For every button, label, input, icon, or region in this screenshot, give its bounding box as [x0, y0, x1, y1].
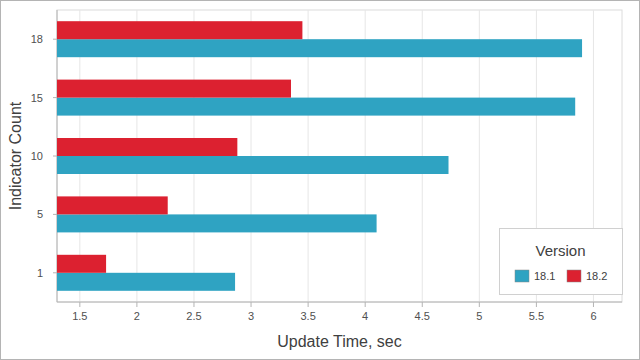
y-tick-label: 5: [37, 208, 43, 220]
border: [1, 1, 640, 360]
bar: [57, 138, 237, 156]
y-tick-label: 10: [31, 150, 43, 162]
x-tick: [79, 302, 80, 307]
legend-box: [500, 229, 623, 295]
bar: [57, 196, 168, 214]
legend-swatch: [515, 270, 529, 282]
legend-swatch: [567, 270, 581, 282]
bar: [57, 80, 291, 98]
x-tick-label: 5.5: [529, 310, 544, 322]
x-tick-label: 5: [476, 310, 482, 322]
x-tick-label: 2: [134, 310, 140, 322]
x-axis: [57, 302, 622, 303]
x-tick: [251, 302, 252, 307]
x-tick: [422, 302, 423, 307]
x-axis-title: Update Time, sec: [277, 333, 402, 350]
chart: 1.522.533.544.555.5615101518Update Time,…: [0, 0, 640, 360]
bar: [57, 39, 582, 57]
y-tick: [53, 156, 57, 157]
y-tick-label: 15: [31, 92, 43, 104]
bar: [57, 214, 377, 232]
legend-label: 18.1: [534, 270, 555, 282]
x-tick-label: 3: [248, 310, 254, 322]
bar: [57, 273, 235, 291]
x-tick-label: 2.5: [186, 310, 201, 322]
y-axis-title: Indicator Count: [7, 101, 24, 210]
x-tick-label: 3.5: [300, 310, 315, 322]
bar: [57, 21, 302, 39]
y-tick: [53, 214, 57, 215]
bar: [57, 98, 575, 116]
legend-title: Version: [535, 242, 585, 259]
x-tick-label: 4: [362, 310, 368, 322]
x-tick: [479, 302, 480, 307]
x-tick: [193, 302, 194, 307]
plot-area: [57, 10, 622, 302]
x-tick: [536, 302, 537, 307]
legend-label: 18.2: [586, 270, 607, 282]
bar: [57, 255, 106, 273]
legend: Version 18.1 18.2: [500, 229, 623, 295]
page: {"chart_data": {"type": "bar", "orientat…: [0, 0, 640, 360]
x-tick-label: 4.5: [415, 310, 430, 322]
x-tick: [593, 302, 594, 307]
x-tick-label: 1.5: [72, 310, 87, 322]
bar: [57, 156, 449, 174]
y-tick-label: 18: [31, 33, 43, 45]
x-tick: [365, 302, 366, 307]
y-tick-label: 1: [37, 267, 43, 279]
x-tick: [308, 302, 309, 307]
x-tick-label: 6: [590, 310, 596, 322]
x-tick: [136, 302, 137, 307]
y-tick: [53, 97, 57, 98]
y-tick: [53, 39, 57, 40]
y-tick: [53, 272, 57, 273]
